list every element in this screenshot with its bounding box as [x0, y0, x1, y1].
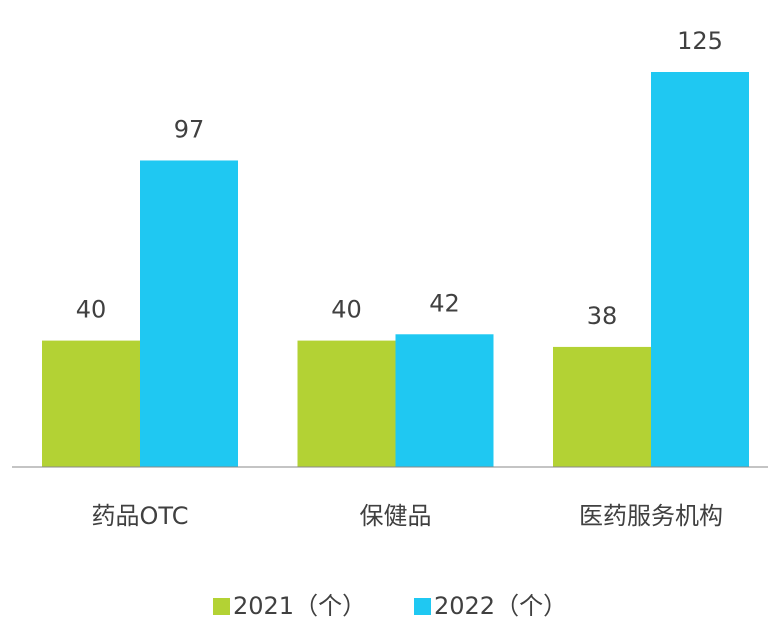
data-label: 40	[76, 296, 107, 324]
data-label: 42	[429, 289, 460, 317]
bar	[297, 340, 396, 467]
bar	[395, 334, 494, 467]
bar	[42, 340, 140, 467]
x-tick-label: 医药服务机构	[579, 502, 723, 530]
legend-label: 2021（个）	[233, 592, 366, 620]
bar	[553, 346, 651, 467]
data-label: 97	[174, 115, 205, 143]
data-label: 40	[331, 296, 362, 324]
legend-swatch	[414, 598, 431, 615]
bar	[140, 160, 238, 468]
bar	[651, 72, 749, 467]
x-tick-label: 保健品	[360, 502, 432, 530]
data-label: 125	[677, 27, 723, 55]
data-label: 38	[587, 302, 618, 330]
legend-label: 2022（个）	[434, 592, 567, 620]
x-tick-label: 药品OTC	[92, 502, 189, 530]
legend-swatch	[213, 598, 230, 615]
